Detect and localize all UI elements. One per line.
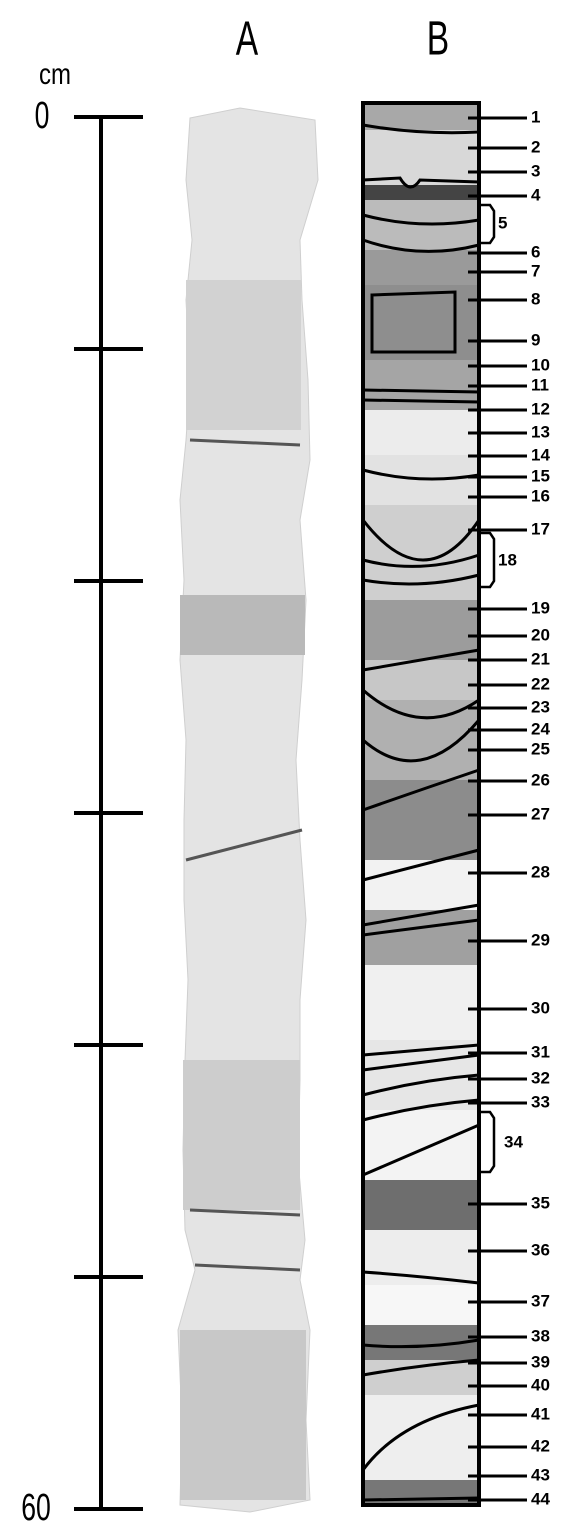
layer-label: 29 (531, 930, 550, 949)
photo-band (183, 1060, 300, 1210)
scale-bar (74, 117, 143, 1509)
layer-label: 7 (531, 261, 540, 280)
layer-label: 8 (531, 289, 540, 308)
layer-label: 24 (531, 719, 550, 738)
layer-label: 4 (531, 185, 541, 204)
layer-label: 12 (531, 399, 550, 418)
layer-band (363, 780, 479, 860)
layer-band (363, 860, 479, 910)
layer-band (363, 1110, 479, 1180)
bracket (480, 1112, 494, 1172)
layer-label: 5 (498, 213, 507, 232)
photo-band (186, 280, 301, 430)
layer-band (363, 250, 479, 285)
core-drawing (363, 103, 479, 1505)
layer-label: 30 (531, 998, 550, 1017)
scale-unit: cm (39, 56, 71, 90)
layer-label: 37 (531, 1291, 550, 1310)
layer-label: 21 (531, 649, 550, 668)
bracket (480, 205, 494, 243)
layer-label: 27 (531, 804, 550, 823)
layer-band (363, 1180, 479, 1230)
layer-boundary (363, 1498, 479, 1500)
layer-label: 28 (531, 862, 550, 881)
photo-band (180, 1330, 306, 1500)
layer-label: 44 (531, 1489, 550, 1508)
layer-label: 25 (531, 739, 550, 758)
layer-label: 14 (531, 445, 550, 464)
column-label: A (236, 11, 259, 65)
layer-label: 1 (531, 107, 540, 126)
layer-label: 42 (531, 1436, 550, 1455)
layer-label: 17 (531, 519, 550, 538)
photo-band (180, 595, 305, 655)
layer-label: 10 (531, 355, 550, 374)
layer-label: 41 (531, 1404, 550, 1423)
scale-bottom: 60 (21, 1485, 51, 1528)
layer-label: 20 (531, 625, 550, 644)
layer-label: 9 (531, 330, 540, 349)
layer-label: 13 (531, 422, 550, 441)
column-label: B (427, 11, 449, 65)
layer-label: 36 (531, 1240, 550, 1259)
layer-label: 16 (531, 486, 550, 505)
layer-band (363, 103, 479, 130)
layer-band (363, 505, 479, 600)
layer-label: 15 (531, 466, 550, 485)
layer-label: 22 (531, 674, 550, 693)
layer-boundary (363, 400, 479, 402)
layer-band (363, 600, 479, 660)
layer-label: 34 (504, 1132, 523, 1151)
layer-label: 18 (498, 550, 517, 569)
layer-boundary (363, 390, 479, 392)
layer-band (363, 965, 479, 1040)
layer-label: 35 (531, 1193, 550, 1212)
layer-band (363, 1480, 479, 1505)
layer-label: 40 (531, 1375, 550, 1394)
layer-band (363, 185, 479, 200)
scale-top: 0 (35, 93, 50, 136)
bracket (480, 533, 494, 587)
layer-band (363, 285, 479, 360)
layer-band (363, 130, 479, 185)
layer-label: 33 (531, 1092, 550, 1111)
layer-band (363, 410, 479, 455)
layer-label: 6 (531, 242, 540, 261)
layer-label: 3 (531, 161, 540, 180)
layer-band (363, 1285, 479, 1325)
layer-label: 39 (531, 1352, 550, 1371)
layer-label: 38 (531, 1326, 550, 1345)
layer-label: 23 (531, 697, 550, 716)
figure: A B cm 0 60 1234567891011121314151617181… (0, 0, 583, 1535)
layer-band (363, 910, 479, 965)
core-photo (178, 108, 318, 1512)
layer-label: 32 (531, 1068, 550, 1087)
layer-label: 31 (531, 1042, 550, 1061)
layer-label: 2 (531, 137, 540, 156)
layer-label: 26 (531, 770, 550, 789)
layer-label: 43 (531, 1465, 550, 1484)
layer-label: 11 (531, 375, 549, 394)
layer-label: 19 (531, 598, 550, 617)
